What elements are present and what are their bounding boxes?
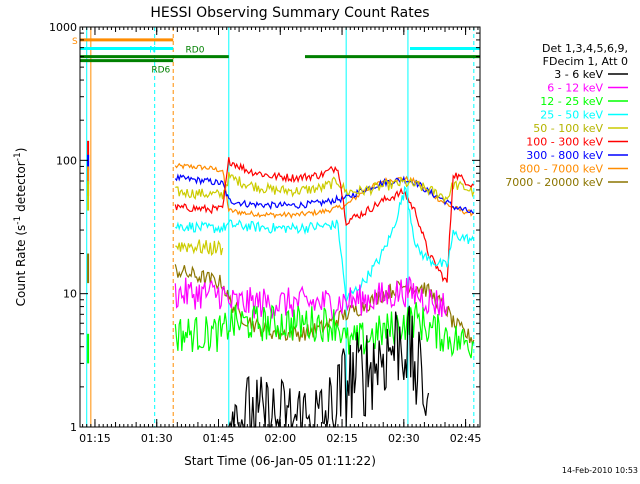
flag-label: RD6: [151, 66, 170, 76]
y-tick-label: 10: [63, 288, 77, 301]
y-axis-label-superscript: -1: [13, 216, 23, 225]
y-tick-label: 1000: [49, 21, 77, 34]
series-line: [174, 276, 448, 320]
legend-label: 12 - 25 keV: [540, 95, 603, 108]
x-tick-label: 01:30: [141, 432, 173, 445]
flag-label: RD0: [186, 46, 205, 56]
series-line: [174, 157, 475, 283]
legend-header-line: FDecim 1, Att 0: [543, 55, 628, 68]
x-tick-label: 02:30: [388, 432, 420, 445]
x-axis: 01:15 01:30 01:45 02:00 02:15 02:30 02:45: [79, 27, 481, 445]
x-tick-label: 02:00: [264, 432, 296, 445]
x-tick-label: 02:15: [326, 432, 358, 445]
legend-label: 300 - 800 keV: [526, 149, 603, 162]
y-axis-label-part: Count Rate (s: [14, 225, 28, 307]
legend-label: 50 - 100 keV: [533, 122, 603, 135]
legend-label: 800 - 7000 keV: [519, 163, 603, 176]
plot-content: S N RD0 RD6: [72, 27, 480, 428]
footer-timestamp: 14-Feb-2010 10:53: [562, 466, 638, 475]
y-axis-label-part: ): [14, 148, 28, 153]
legend-header-line: Det 1,3,4,5,6,9,: [542, 42, 628, 55]
y-axis-label-superscript: -1: [13, 152, 23, 161]
y-tick-label: 1: [70, 421, 77, 434]
legend-label: 3 - 6 keV: [554, 68, 603, 81]
chart-title: HESSI Observing Summary Count Rates: [150, 5, 429, 21]
y-axis: 1 10 100 1000: [49, 21, 480, 434]
x-axis-label: Start Time (06-Jan-05 01:11:22): [184, 454, 376, 468]
legend: Det 1,3,4,5,6,9, FDecim 1, Att 0 3 - 6 k…: [505, 42, 628, 189]
legend-label: 25 - 50 keV: [540, 109, 603, 122]
series-line: [228, 305, 430, 428]
x-tick-label: 01:45: [203, 432, 235, 445]
y-tick-label: 100: [56, 154, 77, 167]
x-tick-label: 02:45: [450, 432, 482, 445]
y-axis-label-part: detector: [14, 161, 28, 216]
legend-label: 6 - 12 keV: [547, 82, 603, 95]
x-tick-label: 01:15: [79, 432, 111, 445]
flag-label: N: [149, 45, 156, 55]
flag-label: S: [72, 37, 78, 47]
series-line: [174, 162, 474, 219]
series-line: [174, 302, 474, 359]
series-line: [175, 185, 475, 302]
series-line: [175, 239, 224, 257]
legend-label: 7000 - 20000 keV: [505, 176, 603, 189]
legend-label: 100 - 300 keV: [526, 136, 603, 149]
y-axis-label: Count Rate (s-1 detector-1): [13, 148, 28, 307]
